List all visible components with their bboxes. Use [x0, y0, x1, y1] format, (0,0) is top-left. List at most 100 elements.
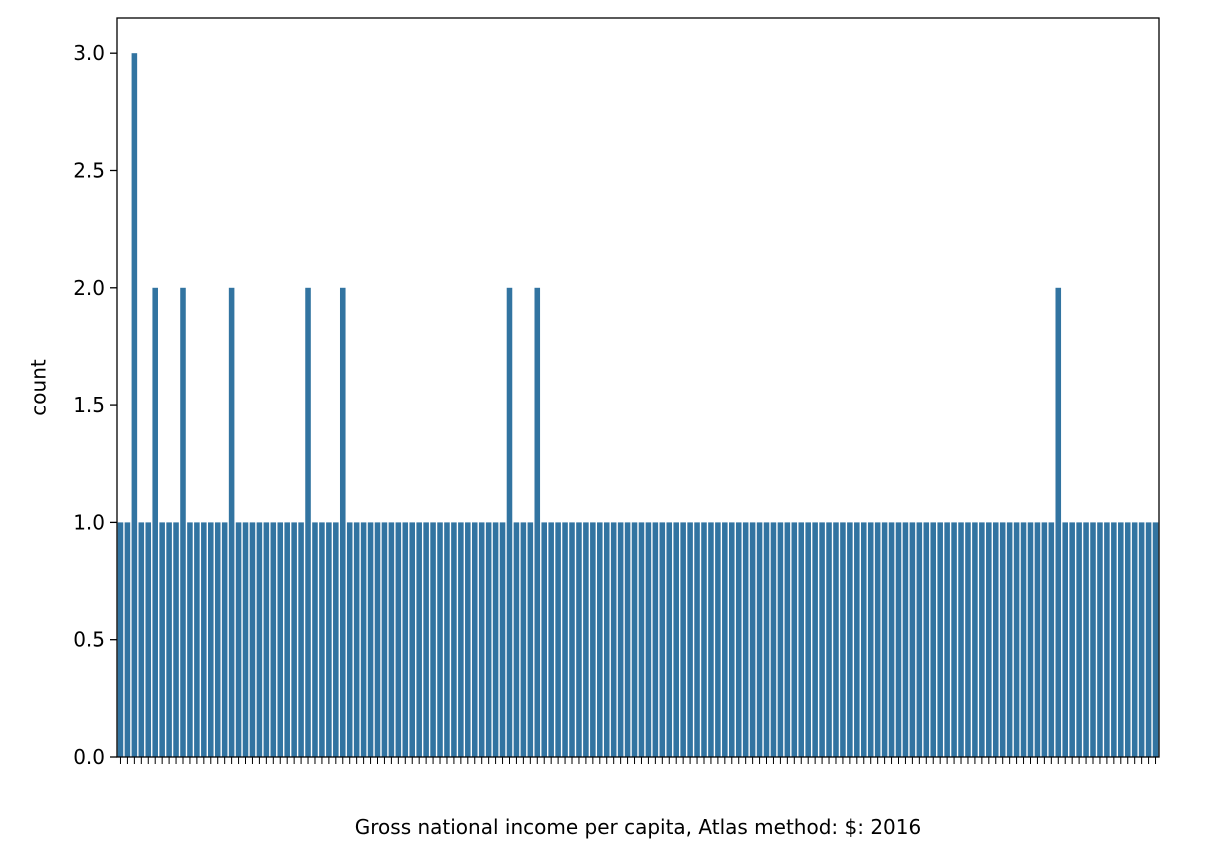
bar [979, 522, 985, 757]
bar [346, 522, 353, 757]
bar [333, 522, 339, 757]
bar [381, 522, 388, 757]
bar [1145, 522, 1152, 757]
bar [972, 522, 978, 757]
bar [395, 522, 402, 757]
bars-group [117, 53, 1159, 757]
bar [909, 522, 916, 757]
bar [437, 522, 443, 757]
bar [860, 522, 867, 757]
bar [235, 522, 242, 757]
bar [180, 287, 186, 757]
bar [1013, 522, 1020, 757]
bar [187, 522, 193, 757]
axes-frame [116, 17, 1160, 758]
bar [214, 522, 221, 757]
bar [756, 522, 763, 757]
bar [1027, 522, 1034, 757]
bar [819, 522, 825, 757]
bar [923, 522, 930, 757]
bar [527, 522, 534, 757]
bar [117, 522, 124, 757]
bar [298, 522, 304, 757]
bar [763, 522, 770, 757]
bar [548, 522, 554, 757]
bar [583, 522, 589, 757]
bar [152, 287, 158, 757]
bar [937, 522, 943, 757]
bar [1097, 522, 1103, 757]
bar [833, 522, 839, 757]
bar [652, 522, 659, 757]
bar [576, 522, 582, 757]
bar [513, 522, 520, 757]
bar [569, 522, 575, 757]
bar [888, 522, 895, 757]
bar [312, 522, 318, 757]
bar [444, 522, 450, 757]
bar [958, 522, 964, 757]
bar [986, 522, 992, 757]
bar [423, 522, 429, 757]
bar [284, 522, 290, 757]
y-tick-label: 2.0 [73, 276, 105, 300]
bar [1006, 522, 1013, 757]
bar [867, 522, 874, 757]
bar [326, 522, 332, 757]
bar [451, 522, 457, 757]
bar [826, 522, 832, 757]
bar [416, 522, 422, 757]
bar [465, 522, 471, 757]
bar [617, 522, 624, 757]
bar [388, 522, 395, 757]
bar [124, 522, 131, 757]
bar [902, 522, 909, 757]
bar [458, 522, 464, 757]
bar [520, 522, 527, 757]
bar [319, 522, 325, 757]
bar [1062, 522, 1068, 757]
bar [409, 522, 416, 757]
bar [367, 522, 374, 757]
bar [270, 522, 277, 757]
bar [534, 287, 541, 757]
bar [666, 522, 673, 757]
bar [138, 522, 145, 757]
x-ticks-group [119, 757, 1157, 764]
bar [735, 522, 742, 757]
bar [145, 522, 152, 757]
bar [221, 522, 228, 757]
bar [590, 522, 596, 757]
bar [562, 522, 568, 757]
bar [485, 522, 492, 757]
bar [478, 522, 485, 757]
bar [506, 287, 513, 757]
bar [430, 522, 436, 757]
bar [374, 522, 381, 757]
bar [173, 522, 179, 757]
bar [166, 522, 172, 757]
bar [201, 522, 207, 757]
bar [999, 522, 1006, 757]
bar [1076, 522, 1082, 757]
bar [694, 522, 700, 757]
bar [1124, 522, 1131, 757]
bar [249, 522, 256, 757]
y-axis-label: count [27, 359, 51, 416]
y-tick-label: 1.5 [73, 393, 105, 417]
y-tick-label: 2.5 [73, 158, 105, 182]
bar [242, 522, 249, 757]
bar [208, 522, 214, 757]
bar [339, 287, 346, 757]
bar [1111, 522, 1117, 757]
bar [1083, 522, 1089, 757]
bar [701, 522, 707, 757]
bar [555, 522, 561, 757]
bar [673, 522, 679, 757]
bar [256, 522, 263, 757]
bar [791, 522, 798, 757]
bar [471, 522, 478, 757]
bar [631, 522, 638, 757]
bar [812, 522, 818, 757]
bar [1131, 522, 1138, 757]
